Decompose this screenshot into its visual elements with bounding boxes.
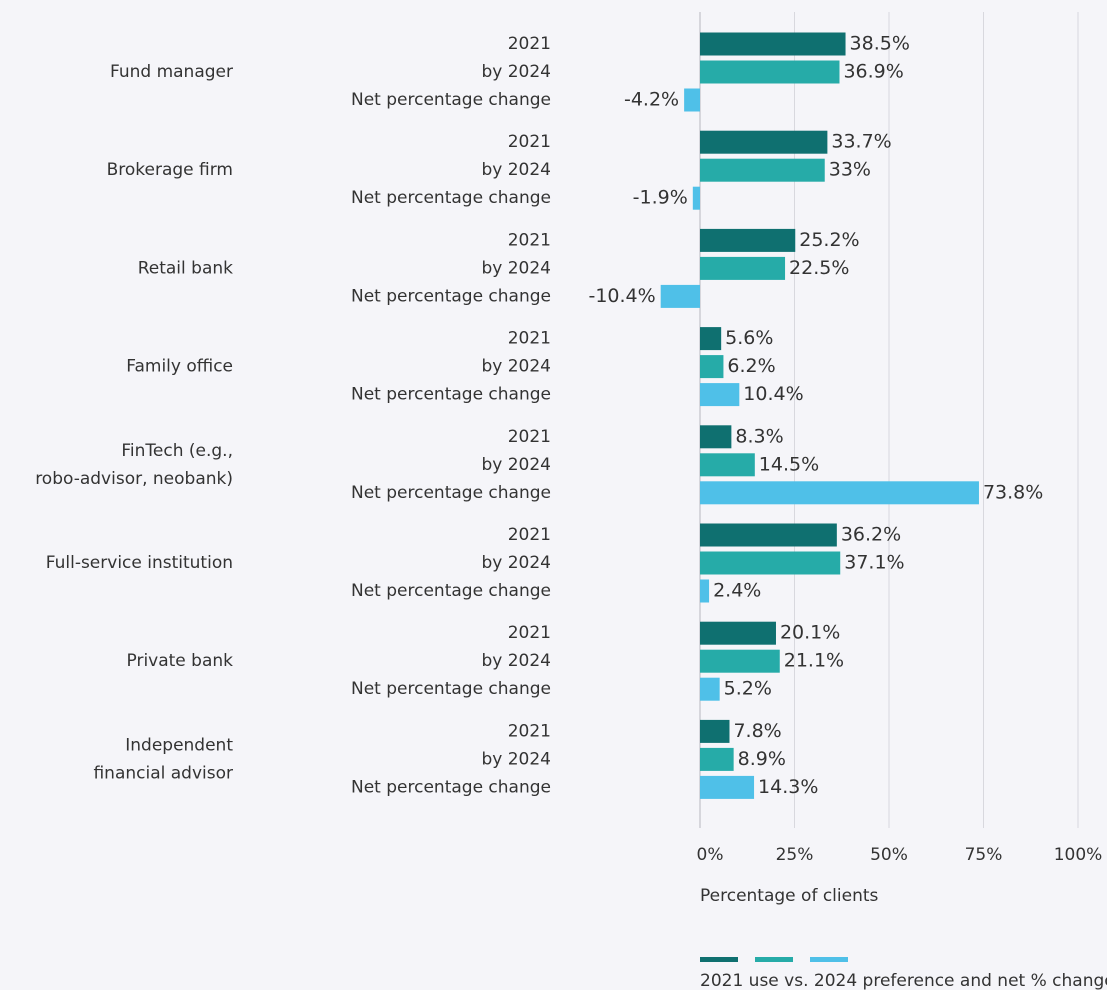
value-label: 36.2% — [841, 524, 901, 546]
value-label: 73.8% — [983, 481, 1043, 503]
bar — [684, 88, 700, 112]
bar — [692, 186, 700, 210]
bar — [700, 453, 755, 477]
category-label: Family office — [126, 357, 233, 377]
value-label: 8.3% — [735, 425, 783, 447]
bar — [700, 775, 755, 799]
series-row-label: 2021 — [508, 525, 551, 545]
value-label: 5.2% — [724, 678, 772, 700]
category-label: Private bank — [127, 651, 234, 671]
bar — [660, 284, 700, 308]
bar — [700, 425, 732, 449]
legend-swatch — [755, 957, 793, 962]
bar — [700, 355, 724, 379]
bar — [700, 130, 828, 154]
bar — [700, 579, 710, 603]
value-label: 7.8% — [733, 720, 781, 742]
legend-swatch — [700, 957, 738, 962]
bar — [700, 158, 825, 182]
value-label: -4.2% — [624, 89, 679, 111]
value-label: 20.1% — [780, 622, 840, 644]
bar — [700, 481, 979, 505]
category-label: Independent financial advisor — [93, 735, 233, 783]
bar — [700, 383, 740, 407]
bar — [700, 551, 841, 575]
bar — [700, 60, 840, 84]
series-row-label: by 2024 — [481, 62, 551, 82]
series-row-label: Net percentage change — [351, 188, 551, 208]
series-row-label: by 2024 — [481, 258, 551, 278]
series-row-label: Net percentage change — [351, 385, 551, 405]
series-row-label: by 2024 — [481, 553, 551, 573]
series-row-label: 2021 — [508, 623, 551, 643]
series-row-label: by 2024 — [481, 455, 551, 475]
series-row-label: Net percentage change — [351, 286, 551, 306]
bar — [700, 327, 722, 351]
value-label: 33% — [829, 159, 871, 181]
value-label: 38.5% — [850, 33, 910, 55]
value-label: 14.5% — [759, 453, 819, 475]
series-row-label: 2021 — [508, 329, 551, 349]
category-label: Full-service institution — [46, 553, 233, 573]
series-row-label: by 2024 — [481, 651, 551, 671]
series-row-label: by 2024 — [481, 357, 551, 377]
value-label: 5.6% — [725, 327, 773, 349]
value-label: 21.1% — [784, 650, 844, 672]
series-row-label: Net percentage change — [351, 777, 551, 797]
category-label: Brokerage firm — [107, 160, 233, 180]
category-label: FinTech (e.g., robo-advisor, neobank) — [35, 441, 233, 489]
value-label: 25.2% — [799, 229, 859, 251]
value-label: 14.3% — [758, 776, 818, 798]
value-label: 2.4% — [713, 580, 761, 602]
value-label: -10.4% — [588, 285, 655, 307]
series-row-label: 2021 — [508, 230, 551, 250]
value-label: 36.9% — [843, 61, 903, 83]
x-tick-label: 50% — [870, 845, 908, 865]
bar — [700, 621, 776, 645]
series-row-label: 2021 — [508, 132, 551, 152]
x-tick-label: 25% — [776, 845, 814, 865]
value-label: 8.9% — [738, 748, 786, 770]
legend-title: 2021 use vs. 2024 preference and net % c… — [700, 971, 1107, 990]
bar — [700, 228, 796, 252]
value-label: -1.9% — [633, 187, 688, 209]
series-row-label: 2021 — [508, 427, 551, 447]
value-label: 33.7% — [831, 131, 891, 153]
series-row-label: Net percentage change — [351, 581, 551, 601]
x-tick-label: 75% — [965, 845, 1003, 865]
bar — [700, 677, 720, 701]
bar — [700, 256, 786, 280]
bar — [700, 649, 780, 673]
legend-swatch — [810, 957, 848, 962]
bar — [700, 32, 846, 56]
series-row-label: Net percentage change — [351, 90, 551, 110]
series-row-label: by 2024 — [481, 160, 551, 180]
series-row-label: 2021 — [508, 34, 551, 54]
category-label: Retail bank — [138, 258, 233, 278]
x-tick-label: 0% — [697, 845, 724, 865]
series-row-label: 2021 — [508, 721, 551, 741]
bar — [700, 523, 837, 547]
x-tick-label: 100% — [1054, 845, 1103, 865]
bar — [700, 719, 730, 743]
value-label: 22.5% — [789, 257, 849, 279]
series-row-label: by 2024 — [481, 749, 551, 769]
value-label: 37.1% — [844, 552, 904, 574]
category-label: Fund manager — [110, 62, 233, 82]
x-axis-label: Percentage of clients — [700, 886, 879, 906]
series-row-label: Net percentage change — [351, 483, 551, 503]
bar — [700, 747, 734, 771]
value-label: 6.2% — [727, 355, 775, 377]
value-label: 10.4% — [743, 383, 803, 405]
series-row-label: Net percentage change — [351, 679, 551, 699]
